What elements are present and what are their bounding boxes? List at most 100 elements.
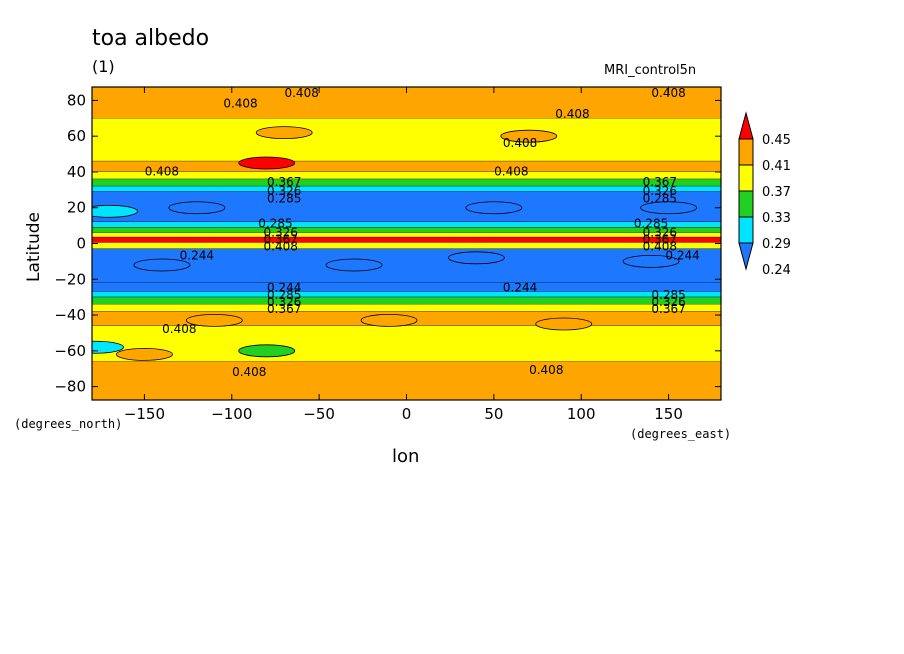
colorbar-label: 0.41 (762, 159, 791, 174)
albedo-patch (238, 344, 296, 358)
albedo-patch (500, 129, 558, 143)
y-axis-unit: (degrees_north) (14, 417, 123, 431)
y-tick-label: 20 (67, 199, 86, 217)
albedo-patch (465, 201, 523, 215)
x-tick-label: 100 (567, 405, 596, 423)
contour-label: 0.367 (264, 232, 298, 246)
albedo-patch (168, 201, 226, 215)
contour-label: 0.367 (267, 302, 301, 316)
x-tick-label: 0 (402, 405, 412, 423)
chart-subtitle: (1) (92, 57, 115, 76)
albedo-band (92, 248, 721, 283)
colorbar-label: 0.37 (762, 185, 791, 200)
albedo-patch (535, 317, 593, 331)
albedo-patch (133, 258, 191, 272)
albedo-patch (238, 156, 296, 170)
albedo-band (92, 282, 721, 292)
contour-label: 0.408 (503, 136, 537, 150)
y-tick-label: 0 (76, 235, 86, 253)
contour-label: 0.367 (651, 302, 685, 316)
colorbar-label: 0.29 (762, 237, 791, 252)
contour-label: 0.326 (643, 184, 677, 198)
albedo-band (92, 304, 721, 312)
contour-label: 0.367 (267, 175, 301, 189)
contour-label: 0.244 (180, 249, 214, 263)
albedo-band (92, 291, 721, 298)
contour-label: 0.326 (264, 225, 298, 239)
y-tick-label: 40 (67, 163, 86, 181)
albedo-band (92, 171, 721, 180)
contour-label: 0.408 (555, 107, 589, 121)
y-tick-label: −60 (54, 342, 86, 360)
colorbar-cell (738, 216, 754, 244)
contour-label: 0.367 (643, 175, 677, 189)
albedo-patch (185, 314, 243, 327)
contour-label: 0.326 (267, 184, 301, 198)
contour-label: 0.326 (651, 295, 685, 309)
y-tick-label: −40 (54, 306, 86, 324)
albedo-patch (255, 126, 313, 140)
albedo-band (92, 242, 721, 249)
albedo-band (92, 222, 721, 228)
contour-label: 0.285 (267, 288, 301, 302)
contour-label: 0.408 (264, 240, 298, 254)
albedo-band (92, 179, 721, 187)
colorbar-cell (738, 242, 754, 271)
colorbar-cell (738, 138, 754, 166)
albedo-patch (325, 258, 383, 272)
x-axis-unit: (degrees_east) (630, 427, 732, 441)
x-tick-label: −150 (124, 405, 165, 423)
colorbar-label: 0.45 (762, 133, 791, 148)
x-tick-label: −100 (211, 405, 252, 423)
albedo-band (92, 297, 721, 305)
albedo-band (92, 361, 721, 400)
y-tick-label: −20 (54, 270, 86, 288)
colorbar-cell (738, 111, 754, 140)
contour-label: 0.244 (267, 281, 301, 295)
colorbar: 0.45 0.41 0.37 0.33 0.29 0.24 (738, 111, 791, 278)
contour-label: 0.408 (162, 322, 196, 336)
albedo-patch (92, 204, 138, 218)
chart-title: toa albedo (92, 26, 210, 51)
contour-label: 0.408 (284, 86, 318, 100)
contour-label: 0.285 (258, 216, 292, 230)
x-tick-label: −50 (303, 405, 335, 423)
contour-label: 0.408 (145, 164, 179, 178)
albedo-band (92, 186, 721, 192)
contour-label: 0.408 (643, 240, 677, 254)
albedo-band (92, 232, 721, 238)
contour-label: 0.285 (643, 191, 677, 205)
colorbar-label: 0.24 (762, 263, 791, 278)
contour-label: 0.285 (634, 216, 668, 230)
albedo-patch (447, 251, 505, 265)
contour-label: 0.285 (651, 288, 685, 302)
contour-label: 0.408 (494, 164, 528, 178)
albedo-patch (640, 201, 697, 215)
x-tick-label: 50 (484, 405, 503, 423)
contour-label: 0.408 (651, 86, 685, 100)
contour-label: 0.408 (223, 96, 257, 110)
albedo-band (92, 237, 721, 243)
contour-label: 0.326 (267, 295, 301, 309)
contour-label: 0.326 (643, 225, 677, 239)
contour-label: 0.367 (643, 232, 677, 246)
contour-label: 0.244 (665, 249, 699, 263)
x-axis-label: lon (392, 446, 420, 467)
albedo-band (92, 325, 721, 362)
albedo-band (92, 161, 721, 172)
albedo-patch (360, 314, 418, 327)
albedo-patch (92, 340, 124, 354)
albedo-patch (116, 347, 173, 361)
albedo-patch (622, 254, 680, 268)
contour-label: 0.408 (232, 365, 266, 379)
contour-label: 0.285 (267, 191, 301, 205)
y-tick-label: 60 (67, 127, 86, 145)
contour-label: 0.244 (503, 281, 537, 295)
y-tick-label: −80 (54, 378, 86, 396)
colorbar-cell (738, 190, 754, 218)
contour-label: 0.408 (529, 363, 563, 377)
run-name-label: MRI_control5n (604, 63, 697, 78)
y-tick-label: 80 (67, 91, 86, 109)
